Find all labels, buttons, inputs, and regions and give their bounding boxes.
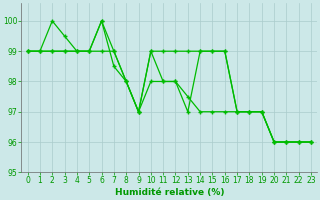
X-axis label: Humidité relative (%): Humidité relative (%)	[115, 188, 224, 197]
